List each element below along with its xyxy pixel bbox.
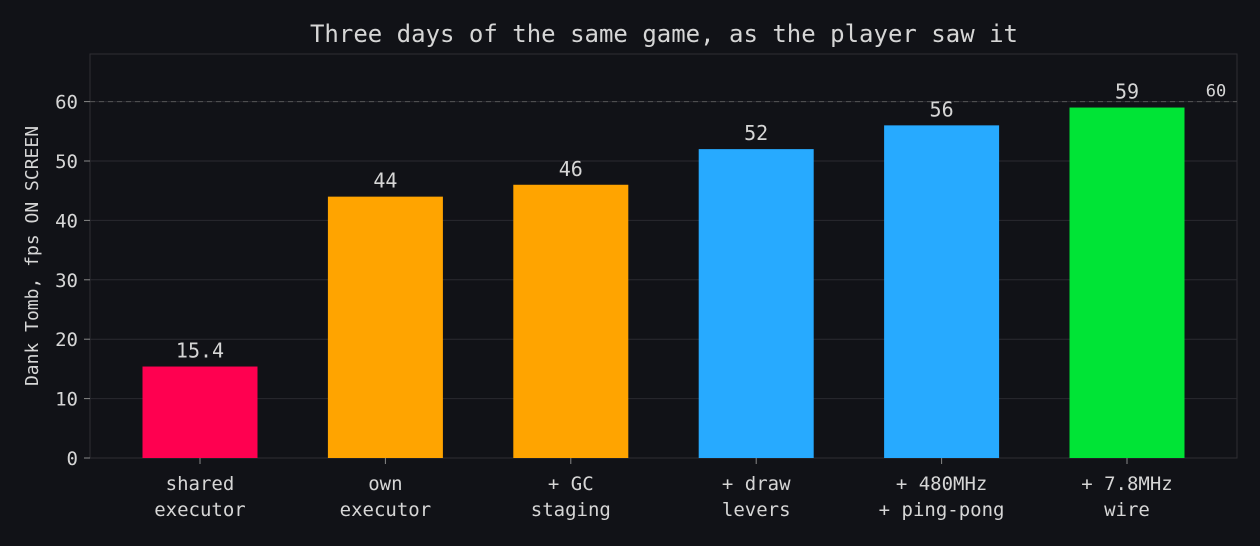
bars: 15.4 44 46 52 56 59 — [142, 80, 1185, 459]
bar — [513, 184, 629, 458]
y-tick-label: 40 — [55, 210, 78, 232]
bar — [884, 125, 1000, 459]
bar-value-label: 56 — [930, 97, 954, 121]
x-tick-label: shared — [166, 473, 235, 495]
y-tick-label: 0 — [67, 448, 78, 470]
y-tick-label: 10 — [55, 389, 78, 411]
y-tick-label: 60 — [55, 92, 78, 114]
x-tick-label: + 480MHz — [896, 473, 988, 495]
bar — [1069, 107, 1185, 458]
bar — [142, 366, 258, 458]
bar — [698, 149, 814, 458]
x-axis: shared executor own executor + GC staging + dr… — [154, 458, 1173, 521]
bar-value-label: 52 — [744, 121, 768, 145]
bar — [327, 196, 443, 458]
plot-frame — [89, 53, 1238, 459]
x-tick-label: + ping-pong — [879, 499, 1005, 521]
chart-title: Three days of the same game, as the play… — [310, 20, 1018, 48]
reference-line: 60 — [90, 82, 1237, 103]
x-tick-label: own — [368, 473, 402, 495]
x-tick-label: executor — [340, 499, 432, 521]
y-tick-label: 30 — [55, 270, 78, 292]
y-tick-label: 20 — [55, 329, 78, 351]
y-tick-label: 50 — [55, 151, 78, 173]
bar-value-label: 46 — [559, 157, 583, 181]
x-tick-label: executor — [154, 499, 246, 521]
x-tick-label: + GC — [548, 473, 594, 495]
bar-value-label: 59 — [1115, 80, 1139, 104]
y-axis-label: Dank Tomb, fps ON SCREEN — [22, 126, 43, 386]
gridlines — [90, 101, 1237, 400]
x-tick-label: + 7.8MHz — [1081, 473, 1173, 495]
x-tick-label: staging — [531, 499, 611, 521]
bar-value-label: 44 — [373, 169, 397, 193]
x-tick-label: + draw — [722, 473, 791, 495]
y-axis: 0 10 20 30 40 50 60 — [55, 92, 90, 470]
x-tick-label: wire — [1104, 499, 1150, 521]
bar-value-label: 15.4 — [176, 339, 224, 363]
reference-line-label: 60 — [1206, 82, 1226, 102]
x-tick-label: levers — [722, 499, 791, 521]
